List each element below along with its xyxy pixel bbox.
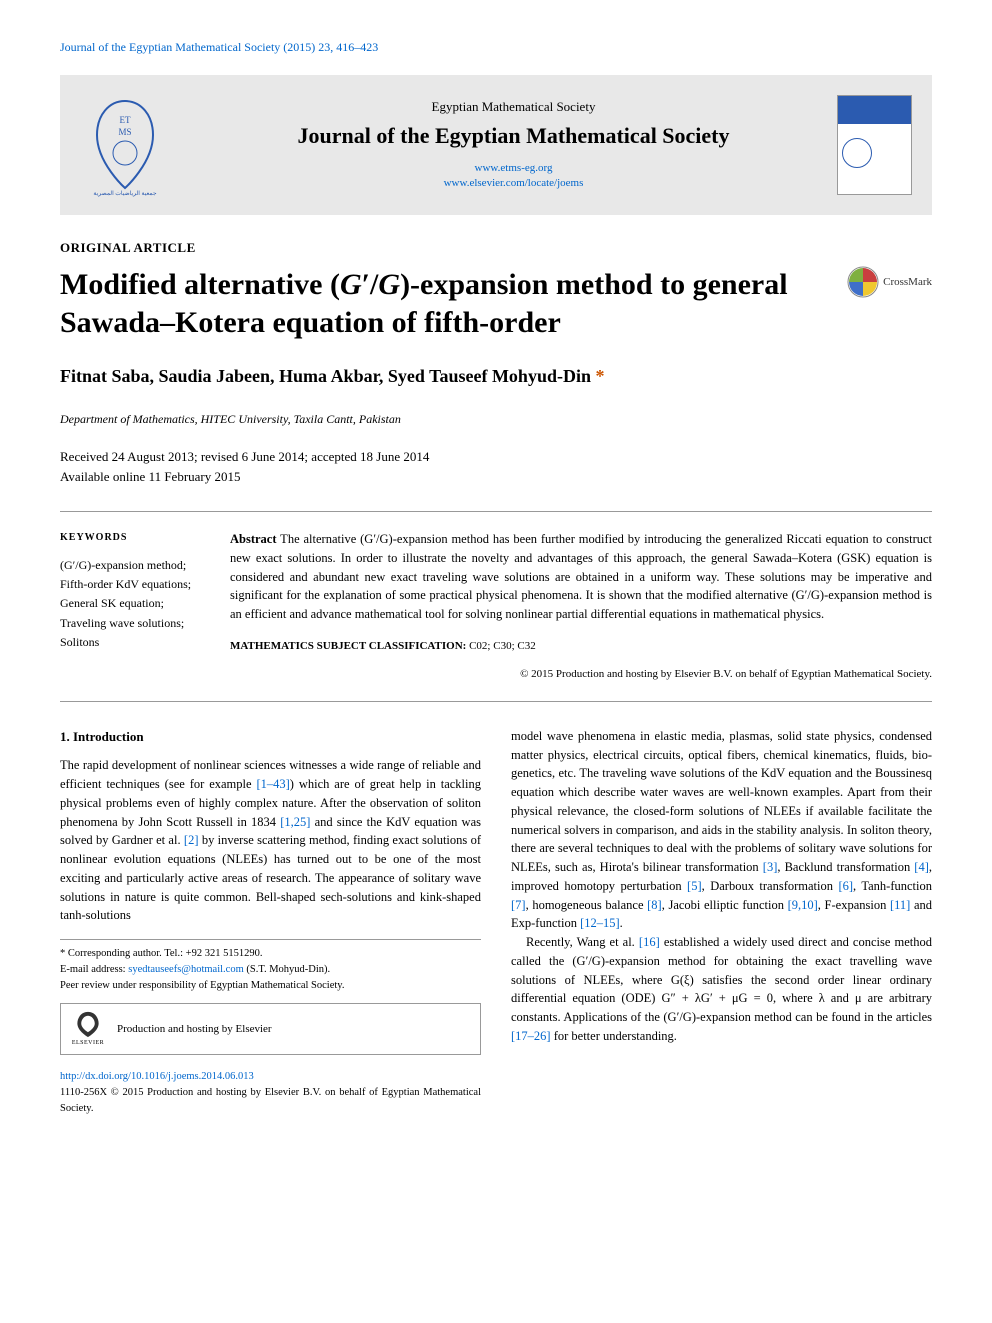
text: . — [620, 916, 623, 930]
affiliation: Department of Mathematics, HITEC Univers… — [60, 412, 932, 427]
svg-text:جمعية الرياضيات المصرية: جمعية الرياضيات المصرية — [93, 190, 156, 197]
text: , Tanh-function — [853, 879, 932, 893]
text: model wave phenomena in elastic media, p… — [511, 729, 932, 874]
svg-text:MS: MS — [118, 127, 131, 137]
ref-11[interactable]: [11] — [890, 898, 910, 912]
msc-codes: C02; C30; C32 — [466, 640, 535, 652]
doi-block: http://dx.doi.org/10.1016/j.joems.2014.0… — [60, 1069, 481, 1116]
journal-links: www.etms-eg.org www.elsevier.com/locate/… — [190, 161, 837, 192]
peer-review-note: Peer review under responsibility of Egyp… — [60, 978, 481, 994]
elsevier-hosting-text: Production and hosting by Elsevier — [117, 1021, 272, 1038]
crossmark-icon — [847, 266, 879, 298]
msc-label: MATHEMATICS SUBJECT CLASSIFICATION: — [230, 640, 466, 652]
abstract-column: Abstract The alternative (G′/G)-expansio… — [230, 530, 932, 683]
society-name: Egyptian Mathematical Society — [190, 99, 837, 115]
issn-copyright: 1110-256X © 2015 Production and hosting … — [60, 1087, 481, 1114]
svg-text:ET: ET — [120, 115, 131, 125]
intro-para-2: Recently, Wang et al. [16] established a… — [511, 933, 932, 1046]
article-type-label: ORIGINAL ARTICLE — [60, 240, 932, 256]
ref-5[interactable]: [5] — [687, 879, 702, 893]
authors-line: Fitnat Saba, Saudia Jabeen, Huma Akbar, … — [60, 366, 932, 387]
ref-7[interactable]: [7] — [511, 898, 526, 912]
ref-16[interactable]: [16] — [639, 935, 660, 949]
journal-link-2[interactable]: www.elsevier.com/locate/joems — [444, 177, 584, 189]
text: , Darboux transformation — [702, 879, 839, 893]
authors-names: Fitnat Saba, Saudia Jabeen, Huma Akbar, … — [60, 366, 591, 386]
abstract-paragraph: Abstract The alternative (G′/G)-expansio… — [230, 530, 932, 624]
text: , F-expansion — [818, 898, 890, 912]
text: , Backlund transformation — [777, 860, 914, 874]
corresponding-email[interactable]: syedtauseefs@hotmail.com — [128, 964, 244, 975]
keywords-column: KEYWORDS (G′/G)-expansion method; Fifth-… — [60, 530, 230, 683]
journal-name: Journal of the Egyptian Mathematical Soc… — [190, 123, 837, 149]
ref-12-15[interactable]: [12–15] — [580, 916, 620, 930]
corresponding-email-line: E-mail address: syedtauseefs@hotmail.com… — [60, 962, 481, 978]
intro-para-1-cont: model wave phenomena in elastic media, p… — [511, 727, 932, 933]
article-dates: Received 24 August 2013; revised 6 June … — [60, 447, 932, 486]
text: for better understanding. — [551, 1029, 677, 1043]
column-left: 1. Introduction The rapid development of… — [60, 727, 481, 1117]
ref-8[interactable]: [8] — [647, 898, 662, 912]
abstract-label: Abstract — [230, 532, 277, 546]
ref-1-43[interactable]: [1–43] — [256, 777, 289, 791]
ref-1-25[interactable]: [1,25] — [280, 815, 310, 829]
email-suffix: (S.T. Mohyud-Din). — [244, 964, 330, 975]
keywords-list: (G′/G)-expansion method; Fifth-order KdV… — [60, 556, 210, 652]
column-right: model wave phenomena in elastic media, p… — [511, 727, 932, 1117]
keywords-heading: KEYWORDS — [60, 530, 210, 546]
divider-bottom — [60, 701, 932, 702]
intro-para-1: The rapid development of nonlinear scien… — [60, 756, 481, 925]
corresponding-tel: * Corresponding author. Tel.: +92 321 51… — [60, 946, 481, 962]
journal-cover-thumbnail — [837, 95, 912, 195]
ref-17-26[interactable]: [17–26] — [511, 1029, 551, 1043]
crossmark-badge[interactable]: CrossMark — [847, 266, 932, 298]
ref-6[interactable]: [6] — [838, 879, 853, 893]
text: Recently, Wang et al. — [526, 935, 639, 949]
corresponding-marker: * — [591, 366, 605, 386]
journal-header-band: ET MS جمعية الرياضيات المصرية Egyptian M… — [60, 75, 932, 215]
text: , Jacobi elliptic function — [662, 898, 788, 912]
elsevier-logo: ELSEVIER — [71, 1010, 105, 1048]
ref-2[interactable]: [2] — [184, 833, 199, 847]
society-logo: ET MS جمعية الرياضيات المصرية — [80, 90, 170, 200]
dates-line-1: Received 24 August 2013; revised 6 June … — [60, 447, 932, 467]
abstract-copyright: © 2015 Production and hosting by Elsevie… — [230, 666, 932, 683]
ref-3[interactable]: [3] — [763, 860, 778, 874]
text: , homogeneous balance — [526, 898, 648, 912]
body-two-columns: 1. Introduction The rapid development of… — [60, 727, 932, 1117]
email-label: E-mail address: — [60, 964, 128, 975]
dates-line-2: Available online 11 February 2015 — [60, 467, 932, 487]
section-1-heading: 1. Introduction — [60, 727, 481, 747]
abstract-text: The alternative (G′/G)-expansion method … — [230, 532, 932, 621]
keywords-abstract-block: KEYWORDS (G′/G)-expansion method; Fifth-… — [60, 512, 932, 701]
journal-link-1[interactable]: www.etms-eg.org — [475, 162, 553, 174]
journal-header-center: Egyptian Mathematical Society Journal of… — [190, 99, 837, 192]
doi-link[interactable]: http://dx.doi.org/10.1016/j.joems.2014.0… — [60, 1071, 254, 1082]
article-title: Modified alternative (G′/G)-expansion me… — [60, 266, 847, 341]
ref-9-10[interactable]: [9,10] — [788, 898, 818, 912]
crossmark-label: CrossMark — [883, 276, 932, 288]
elsevier-name: ELSEVIER — [72, 1039, 104, 1048]
msc-line: MATHEMATICS SUBJECT CLASSIFICATION: C02;… — [230, 638, 932, 655]
elsevier-hosting-box: ELSEVIER Production and hosting by Elsev… — [60, 1003, 481, 1055]
citation-line: Journal of the Egyptian Mathematical Soc… — [60, 40, 932, 55]
ref-4[interactable]: [4] — [914, 860, 929, 874]
corresponding-footer: * Corresponding author. Tel.: +92 321 51… — [60, 939, 481, 1055]
